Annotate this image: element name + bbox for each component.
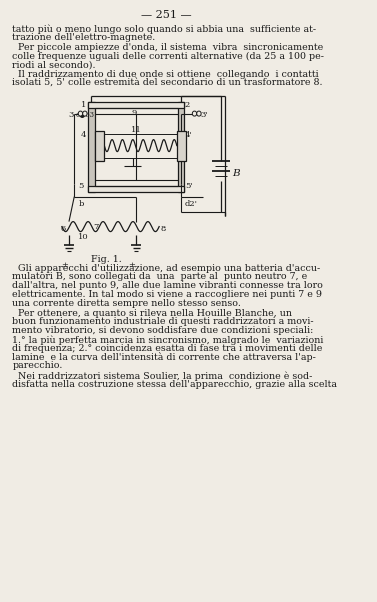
Text: d2': d2'	[185, 200, 198, 208]
Text: Il raddrizzamento di due onde si ottiene  collegando  i contatti: Il raddrizzamento di due onde si ottiene…	[12, 70, 319, 79]
Bar	[178, 102, 184, 191]
Bar	[95, 131, 104, 161]
Text: Fig. 1.: Fig. 1.	[91, 255, 121, 264]
Text: 4: 4	[81, 131, 87, 138]
Text: 7: 7	[93, 223, 98, 231]
Text: elettricamente. In tal modo si viene a raccogliere nei punti 7 e 9: elettricamente. In tal modo si viene a r…	[12, 290, 322, 299]
Text: 3: 3	[68, 111, 74, 119]
Text: 5': 5'	[185, 182, 193, 190]
Text: ±: ±	[61, 261, 68, 268]
Text: buon funzionamento industriale di questi raddrizzatori a movi-: buon funzionamento industriale di questi…	[12, 317, 314, 326]
Bar	[104, 134, 177, 158]
Text: 8: 8	[161, 225, 166, 232]
Text: lamine  e la curva dell'intensità di corrente che attraversa l'ap-: lamine e la curva dell'intensità di corr…	[12, 353, 316, 362]
Text: — 251 —: — 251 —	[141, 10, 192, 20]
Text: b: b	[79, 200, 84, 208]
Text: isolati 5, 5' colle estremità del secondario di un trasformatore 8.: isolati 5, 5' colle estremità del second…	[12, 79, 323, 88]
Text: B: B	[233, 169, 240, 178]
Bar	[89, 185, 184, 191]
Text: ±: ±	[128, 261, 135, 268]
Bar	[177, 131, 185, 161]
Text: 10: 10	[78, 232, 89, 241]
Text: Per ottenere, a quanto si rileva nella Houille Blanche, un: Per ottenere, a quanto si rileva nella H…	[12, 309, 293, 318]
Text: 3': 3'	[201, 111, 208, 119]
Text: Per piccole ampiezze d'onda, il sistema  vibra  sincronicamente: Per piccole ampiezze d'onda, il sistema …	[12, 43, 323, 52]
Text: parecchio.: parecchio.	[12, 361, 63, 370]
Text: colle frequenze uguali delle correnti alternative (da 25 a 100 pe-: colle frequenze uguali delle correnti al…	[12, 51, 324, 61]
Text: mento vibratorio, si devono soddisfare due condizioni speciali:: mento vibratorio, si devono soddisfare d…	[12, 326, 314, 335]
Circle shape	[78, 111, 83, 116]
Text: tatto più o meno lungo solo quando si abbia una  sufficiente at-: tatto più o meno lungo solo quando si ab…	[12, 24, 317, 34]
Text: di frequenza; 2.° coincidenza esatta di fase tra i movimenti delle: di frequenza; 2.° coincidenza esatta di …	[12, 344, 323, 353]
Text: 1.° la più perfetta marcia in sincronismo, malgrado le  variazioni: 1.° la più perfetta marcia in sincronism…	[12, 335, 324, 344]
Text: 5: 5	[79, 182, 84, 190]
Text: disfatta nella costruzione stessa dell'apparecchio, grazie alla scelta: disfatta nella costruzione stessa dell'a…	[12, 380, 337, 389]
Bar	[89, 102, 184, 108]
Text: mulatori B, sono collegati da  una  parte al  punto neutro 7, e: mulatori B, sono collegati da una parte …	[12, 272, 308, 281]
Text: 2: 2	[185, 101, 190, 108]
Text: Gli apparecchi d'utilizzazione, ad esempio una batteria d'accu-: Gli apparecchi d'utilizzazione, ad esemp…	[12, 264, 320, 273]
Text: una corrente diretta sempre nello stesso senso.: una corrente diretta sempre nello stesso…	[12, 299, 241, 308]
Text: dall'altra, nel punto 9, alle due lamine vibranti connesse tra loro: dall'altra, nel punto 9, alle due lamine…	[12, 281, 323, 290]
Text: Nei raddrizzatori sistema Soulier, la prima  condizione è sod-: Nei raddrizzatori sistema Soulier, la pr…	[12, 371, 313, 380]
Circle shape	[192, 111, 197, 116]
Text: trazione dell'elettro-magnete.: trazione dell'elettro-magnete.	[12, 33, 156, 42]
Bar	[89, 102, 95, 191]
Text: o●o3: o●o3	[76, 111, 95, 119]
Text: 1: 1	[81, 101, 87, 108]
Circle shape	[83, 111, 87, 116]
Text: riodi al secondo).: riodi al secondo).	[12, 60, 96, 69]
Text: 11: 11	[131, 126, 142, 134]
Circle shape	[197, 111, 201, 116]
Text: 6: 6	[60, 225, 65, 232]
Text: 9: 9	[132, 108, 137, 117]
Text: 4': 4'	[185, 131, 193, 138]
